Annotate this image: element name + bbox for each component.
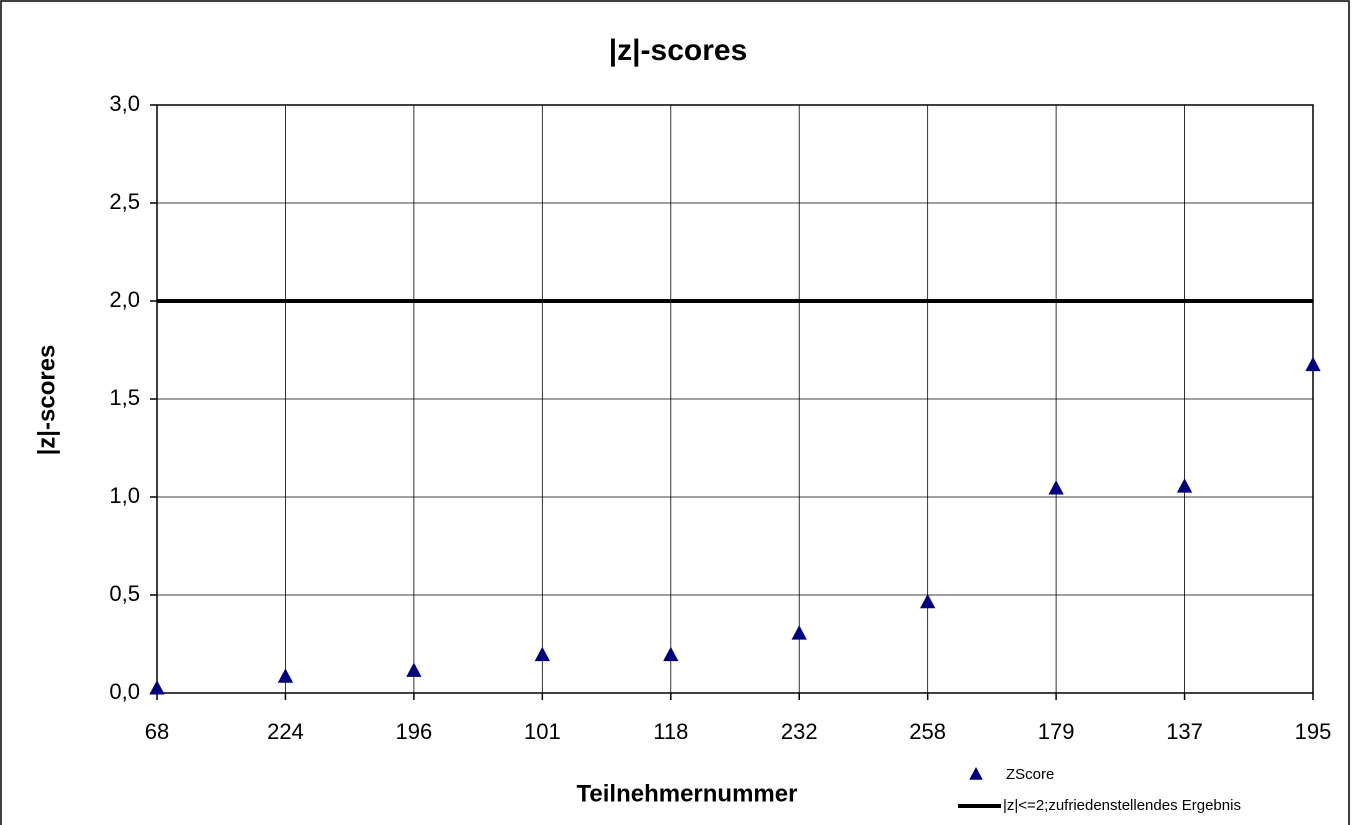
marker <box>1305 356 1321 372</box>
x-tick-label: 196 <box>396 719 433 744</box>
y-tick-label: 0,5 <box>109 581 140 606</box>
y-tick-label: 3,0 <box>109 91 140 116</box>
x-tick-label: 101 <box>524 719 561 744</box>
x-tick-label: 137 <box>1166 719 1203 744</box>
y-tick-label: 0,0 <box>109 679 140 704</box>
legend-label: |z|<=2;zufriedenstellendes Ergebnis <box>1003 797 1241 814</box>
marker <box>1176 478 1193 493</box>
y-axis-label: |z|-scores <box>33 345 60 456</box>
marker <box>149 680 165 695</box>
marker <box>920 593 936 609</box>
y-tick-label: 2,5 <box>109 189 140 214</box>
marker <box>406 662 422 677</box>
x-tick-label: 232 <box>781 719 818 744</box>
y-tick-label: 1,0 <box>109 483 140 508</box>
legend-marker <box>969 767 983 780</box>
x-tick-label: 224 <box>267 719 304 744</box>
x-tick-label: 258 <box>909 719 946 744</box>
x-axis-label: Teilnehmernummer <box>577 780 798 807</box>
marker <box>534 646 550 662</box>
legend-label: ZScore <box>1006 766 1054 783</box>
x-tick-label: 118 <box>653 719 688 744</box>
plot-area <box>156 104 1314 694</box>
marker <box>663 646 679 662</box>
y-tick-label: 1,5 <box>109 385 140 410</box>
x-tick-label: 68 <box>145 719 169 744</box>
marker <box>1048 480 1064 495</box>
marker <box>791 625 807 640</box>
marker <box>277 668 294 683</box>
chart-title: |z|-scores <box>609 34 748 67</box>
y-tick-label: 2,0 <box>109 287 140 312</box>
x-tick-label: 179 <box>1038 719 1075 744</box>
x-tick-label: 195 <box>1295 719 1332 744</box>
